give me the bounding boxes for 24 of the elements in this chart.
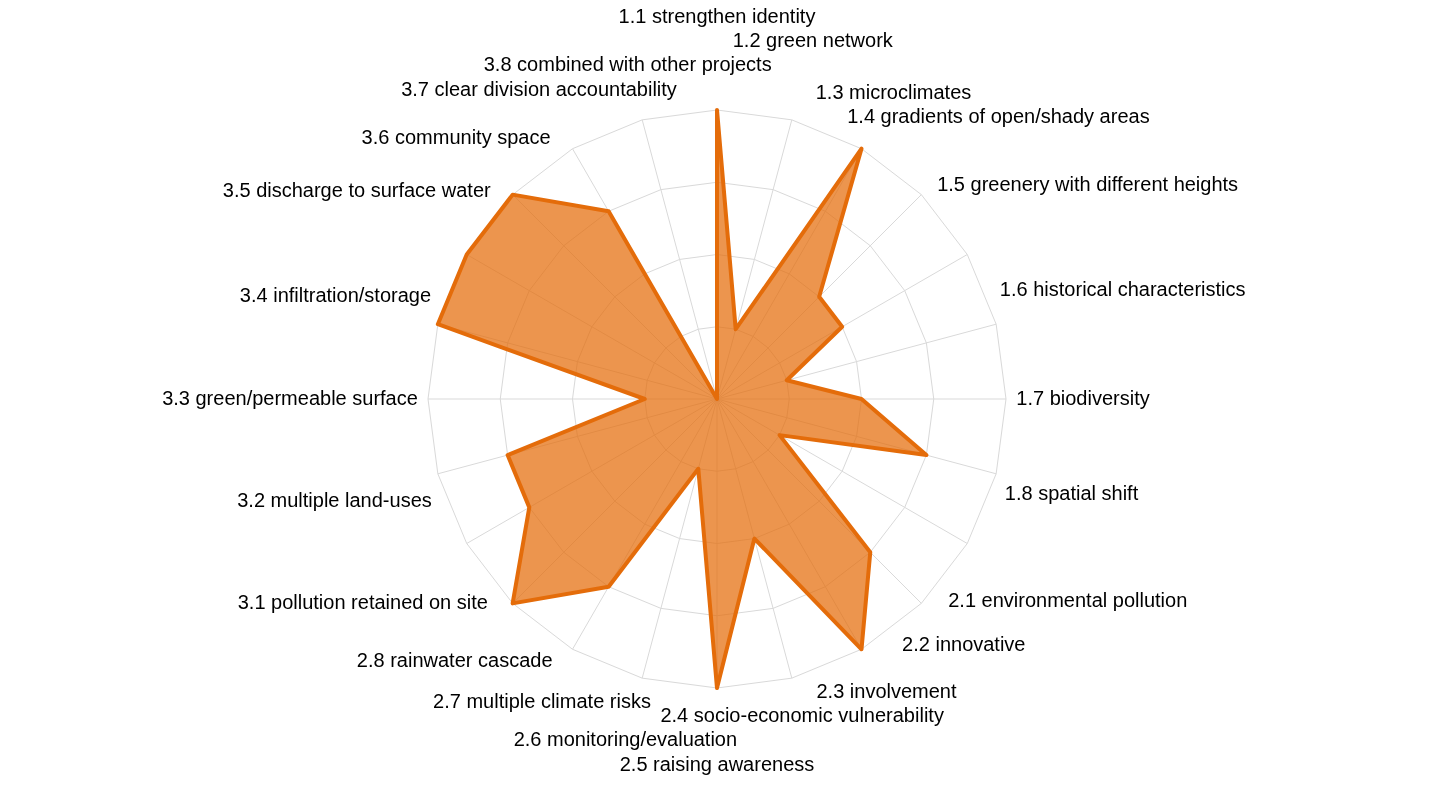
spoke-label: 1.5 greenery with different heights	[937, 172, 1239, 195]
spoke-label: 2.1 environmental pollution	[948, 589, 1188, 612]
spoke-label: 2.8 rainwater cascade	[356, 648, 553, 671]
spoke-label: 3.2 multiple land-uses	[237, 489, 432, 512]
spoke-label: 1.2 green network	[732, 29, 894, 52]
spoke-label: 3.5 discharge to surface water	[222, 178, 492, 201]
spoke-label: 1.6 historical characteristics	[999, 277, 1246, 300]
spoke-label: 3.6 community space	[361, 125, 551, 148]
spoke-label: 3.4 infiltration/storage	[239, 284, 432, 307]
spoke-label: 2.4 socio-economic vulnerability	[660, 704, 944, 727]
spoke-label: 1.7 biodiversity	[1016, 386, 1150, 409]
spoke-label: 2.2 innovative	[902, 633, 1026, 656]
spoke-label: 1.4 gradients of open/shady areas	[847, 105, 1150, 128]
spoke-label: 2.6 monitoring/evaluation	[513, 728, 738, 751]
spoke-label: 3.7 clear division accountability	[401, 78, 677, 101]
spoke-label: 2.5 raising awareness	[619, 752, 815, 775]
spoke-label: 1.1 strengthen identity	[618, 4, 816, 27]
spoke-label: 3.3 green/permeable surface	[162, 386, 418, 409]
spoke-label: 1.3 microclimates	[815, 80, 972, 103]
spoke-label: 2.7 multiple climate risks	[433, 689, 651, 712]
spoke-label: 3.8 combined with other projects	[483, 53, 772, 76]
spoke-label: 3.1 pollution retained on site	[237, 591, 488, 614]
spoke-label: 2.3 involvement	[816, 680, 957, 703]
spoke-label: 1.8 spatial shift	[1004, 481, 1139, 504]
